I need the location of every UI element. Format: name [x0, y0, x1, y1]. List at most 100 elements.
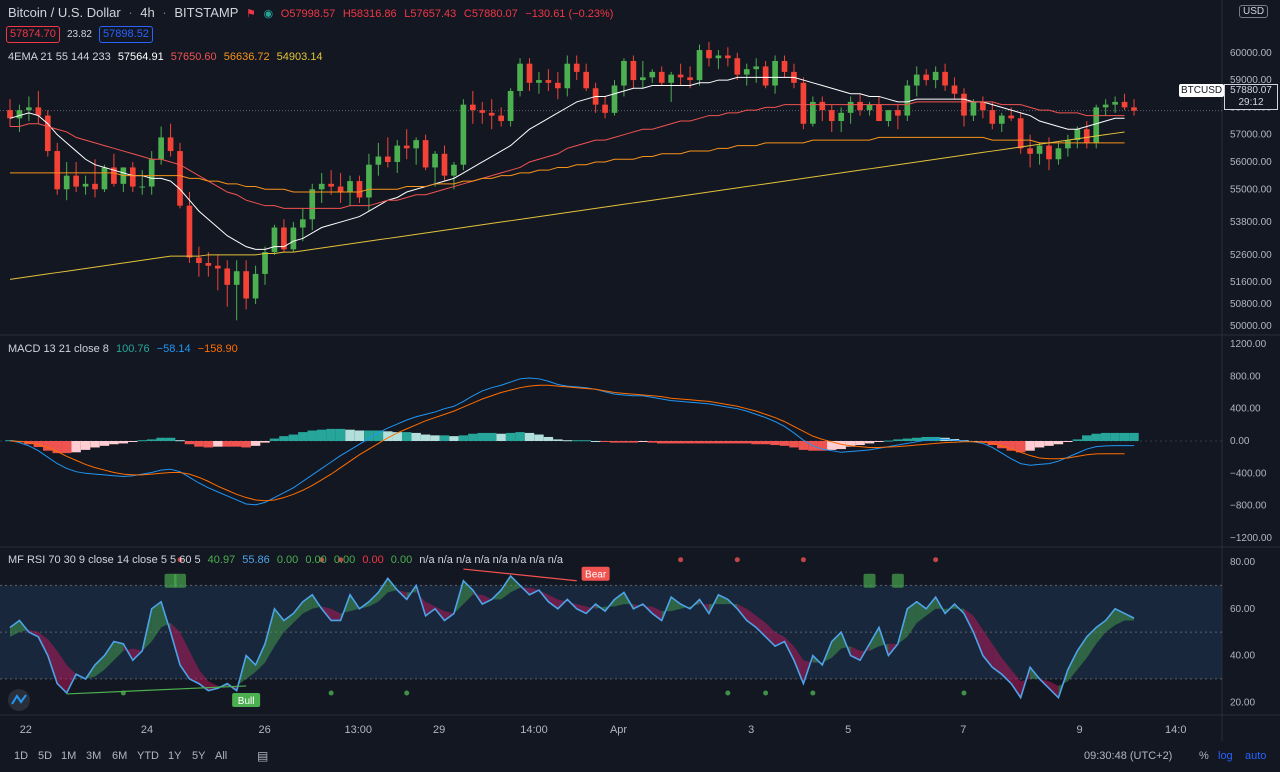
rsi-signal-dot: [120, 690, 126, 696]
candle-body: [26, 107, 32, 111]
macd-legend[interactable]: MACD 13 21 close 8 100.76 −58.14 −158.90: [8, 343, 242, 355]
macd-histogram-bar: [61, 441, 72, 454]
rsi-fill-segment: [746, 608, 757, 628]
timeframe-button-5d[interactable]: 5D: [38, 750, 53, 762]
candle-body: [819, 101, 826, 111]
timeframe-button-6m[interactable]: 6M: [112, 750, 128, 762]
macd-v1: 100.76: [115, 343, 150, 355]
candle-body: [772, 60, 778, 86]
macd-tick-label: −800.00: [1230, 501, 1267, 512]
rsi-signal-dot: [338, 557, 344, 563]
macd-histogram-bar: [80, 441, 91, 450]
bid-button[interactable]: 57874.70: [6, 26, 60, 43]
rsi-fill-segment: [10, 620, 20, 637]
rsi-fill-segment: [425, 601, 436, 616]
candle-body: [536, 80, 542, 83]
macd-histogram-bar: [1025, 441, 1035, 451]
rsi-signal-dot: [810, 690, 816, 696]
candle-body: [554, 82, 561, 89]
candle-body: [762, 66, 769, 86]
symbol-name[interactable]: Bitcoin / U.S. Dollar: [8, 5, 121, 20]
candle-body: [460, 104, 467, 165]
bear-label-text: Bear: [585, 570, 607, 581]
auto-toggle[interactable]: auto: [1245, 750, 1267, 762]
clock[interactable]: 09:30:48 (UTC+2): [1084, 750, 1173, 762]
interval-label[interactable]: 4h: [140, 5, 155, 20]
macd-histogram-bar: [52, 441, 62, 454]
price-tick-label: 52600.00: [1230, 250, 1272, 261]
macd-histogram-bar: [458, 435, 469, 441]
macd-histogram-bar: [581, 440, 591, 442]
rsi-flag-marker: [863, 573, 876, 588]
timeframe-button-1d[interactable]: 1D: [14, 750, 29, 762]
currency-button[interactable]: USD: [1239, 5, 1269, 18]
candle-body: [384, 156, 391, 162]
candle-body: [668, 74, 675, 83]
time-axis: 22 24 26 13:00 29 14:00 Apr 3 5 7 9 14:0: [20, 724, 1187, 736]
candle-body: [366, 164, 372, 198]
rsi-line: [9, 574, 1135, 700]
rsi-fill-segment: [1077, 636, 1087, 670]
candle-body: [980, 101, 986, 111]
candle-body: [725, 55, 731, 59]
ema-line: [9, 131, 1125, 280]
bear-label: Bear: [581, 566, 610, 581]
candle-body: [998, 115, 1005, 124]
candle-body: [432, 153, 438, 168]
macd-histogram-bar: [1053, 441, 1064, 445]
bid-ask-legend: 57874.70 23.82 57898.52: [6, 26, 157, 43]
macd-histogram-bar: [1091, 433, 1101, 441]
timeframe-button-ytd[interactable]: YTD: [137, 750, 159, 762]
time-tick-label: 29: [433, 724, 445, 736]
ema-legend[interactable]: 4EMA 21 55 144 233 57564.91 57650.60 566…: [8, 51, 327, 63]
candle-body: [781, 60, 788, 72]
candle-body: [1036, 145, 1043, 154]
candle-body: [876, 104, 882, 122]
candle-body: [54, 151, 61, 190]
macd-histogram-bar: [99, 441, 110, 446]
price-tick-label: 51600.00: [1230, 277, 1272, 288]
macd-histogram-bar: [411, 432, 421, 441]
rsi-legend[interactable]: MF RSI 70 30 9 close 14 close 5 5 60 5 4…: [8, 554, 567, 566]
timeframe-button-1y[interactable]: 1Y: [168, 750, 182, 762]
macd-histogram-bar: [118, 441, 129, 444]
timeframe-button-all[interactable]: All: [215, 750, 228, 762]
candle-body: [526, 63, 533, 83]
candle-body: [913, 74, 920, 86]
macd-histogram-bar: [1044, 441, 1054, 446]
macd-histogram-bar: [260, 441, 270, 443]
candle-body: [810, 101, 816, 124]
rsi-fill-segment: [1105, 608, 1116, 633]
macd-histogram-bar: [553, 439, 563, 441]
ask-button[interactable]: 57898.52: [99, 26, 153, 43]
percent-toggle[interactable]: %: [1199, 750, 1209, 762]
rsi-fill-segment: [652, 606, 662, 621]
timeframe-button-1m[interactable]: 1M: [61, 750, 77, 762]
rsi-fill-segment: [992, 643, 1002, 675]
macd-histogram-bar: [562, 440, 572, 442]
candle-body: [1112, 101, 1118, 105]
candle-body: [715, 55, 722, 59]
symbol-legend: Bitcoin / U.S. Dollar · 4h · BITSTAMP ⚑ …: [8, 5, 614, 20]
goto-date-icon[interactable]: ▤: [257, 749, 269, 763]
macd-histogram-bar: [978, 441, 988, 443]
macd-histogram-bar: [496, 433, 506, 441]
price-tick-label: 60000.00: [1230, 48, 1272, 59]
candle-body: [129, 167, 136, 187]
macd-histogram-bar: [515, 432, 525, 441]
rsi-fill-segment: [161, 601, 171, 633]
status-dot-icon: ◉: [263, 8, 274, 20]
candle-body: [92, 183, 98, 190]
price-pane: [7, 41, 1137, 321]
log-toggle[interactable]: log: [1218, 750, 1233, 762]
macd-histogram-bar: [486, 432, 497, 441]
timeframe-button-3m[interactable]: 3M: [86, 750, 102, 762]
timeframe-button-5y[interactable]: 5Y: [192, 750, 206, 762]
rsi-flag-marker: [174, 573, 187, 588]
macd-histogram-bar: [477, 432, 487, 441]
candle-body: [706, 50, 712, 59]
rsi-fill-segment: [104, 641, 114, 670]
rsi-fill-segment: [548, 594, 558, 609]
flag-icon[interactable]: ⚑: [246, 8, 256, 20]
